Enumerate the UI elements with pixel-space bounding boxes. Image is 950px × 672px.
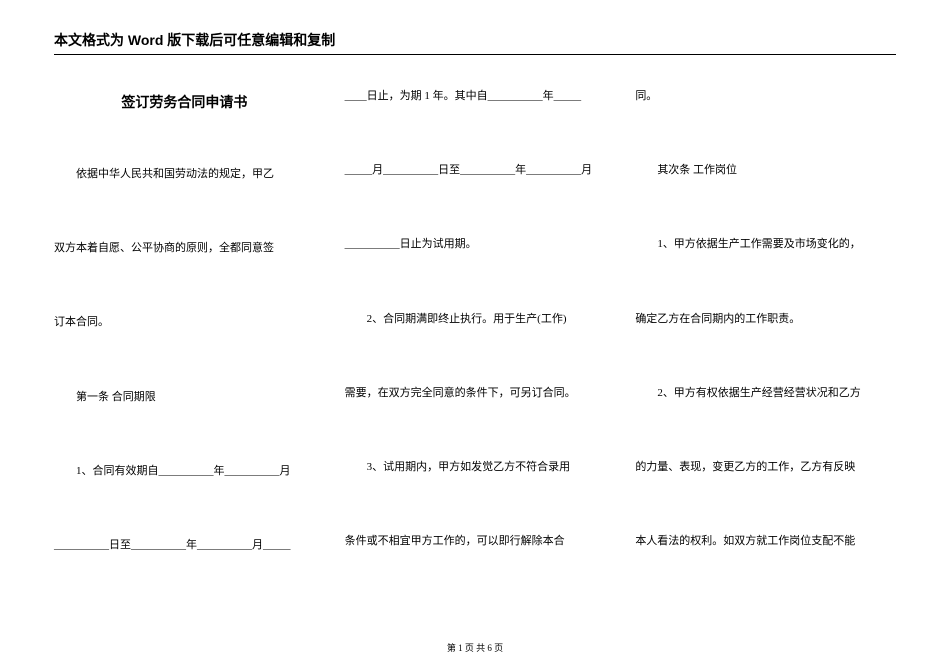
doc-footer: 第 1 页 共 6 页 — [0, 641, 950, 654]
paragraph: 双方本着自愿、公平协商的原则，全都同意签 — [54, 236, 315, 260]
paragraph: 需要，在双方完全同意的条件下，可另订合同。 — [345, 381, 606, 405]
doc-header: 本文格式为 Word 版下载后可任意编辑和复制 — [54, 30, 896, 55]
paragraph: 订本合同。 — [54, 310, 315, 334]
paragraph: 3、试用期内，甲方如发觉乙方不符合录用 — [345, 455, 606, 479]
paragraph: 2、甲方有权依据生产经营经营状况和乙方 — [635, 381, 896, 405]
paragraph: 第一条 合同期限 — [54, 385, 315, 409]
paragraph: 本人看法的权利。如双方就工作岗位支配不能 — [635, 529, 896, 553]
paragraph: 同。 — [635, 84, 896, 108]
paragraph: 其次条 工作岗位 — [635, 158, 896, 182]
doc-content: 签订劳务合同申请书 依据中华人民共和国劳动法的规定，甲乙 双方本着自愿、公平协商… — [54, 84, 896, 622]
paragraph: ____日止，为期 1 年。其中自__________年_____ — [345, 84, 606, 108]
paragraph: 条件或不相宜甲方工作的，可以即行解除本合 — [345, 529, 606, 553]
paragraph: 的力量、表现，变更乙方的工作，乙方有反映 — [635, 455, 896, 479]
paragraph: 2、合同期满即终止执行。用于生产(工作) — [345, 307, 606, 331]
paragraph: _____月__________日至__________年__________月 — [345, 158, 606, 182]
header-text: 本文格式为 Word 版下载后可任意编辑和复制 — [54, 32, 335, 48]
paragraph: 1、甲方依据生产工作需要及市场变化的， — [635, 232, 896, 256]
paragraph: 依据中华人民共和国劳动法的规定，甲乙 — [54, 162, 315, 186]
paragraph: __________日止为试用期。 — [345, 232, 606, 256]
paragraph: 确定乙方在合同期内的工作职责。 — [635, 307, 896, 331]
footer-text: 第 1 页 共 6 页 — [447, 643, 503, 653]
doc-title: 签订劳务合同申请书 — [54, 92, 315, 112]
paragraph: 1、合同有效期自__________年__________月 — [54, 459, 315, 483]
paragraph: __________日至__________年__________月_____ — [54, 533, 315, 557]
